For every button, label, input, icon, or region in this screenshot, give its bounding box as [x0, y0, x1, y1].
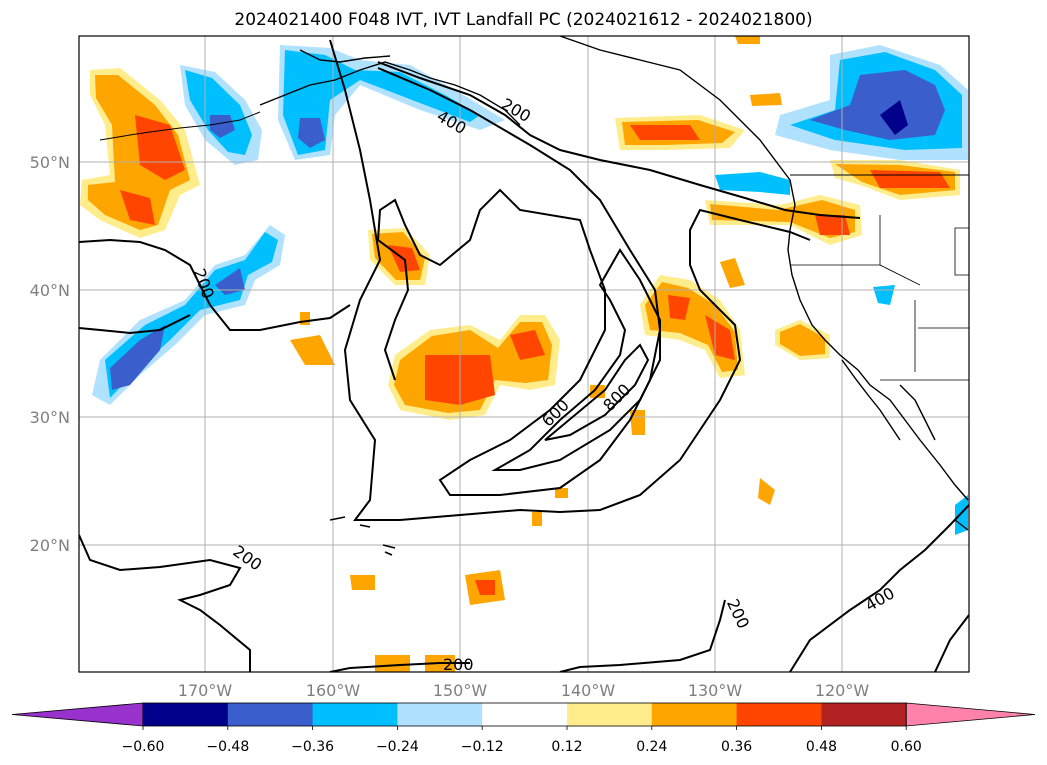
- graticule: [79, 36, 969, 672]
- colorbar-extend-right: [905, 702, 1036, 727]
- latitude-labels: 50°N 40°N 30°N 20°N: [30, 153, 70, 555]
- contour-label: 600: [538, 395, 573, 430]
- colorbar-tick-label: −0.24: [376, 739, 419, 755]
- contour-800: [544, 343, 650, 441]
- lon-label-150w: 150°W: [433, 681, 488, 700]
- colorbar-tick-label: −0.36: [291, 739, 334, 755]
- colorbar-segment: [143, 703, 229, 726]
- longitude-labels: 170°W 160°W 150°W 140°W 130°W 120°W: [178, 681, 870, 700]
- lat-label-50n: 50°N: [30, 153, 70, 172]
- colorbar-segment: [227, 703, 314, 726]
- colorbar-tick-label: 0.24: [636, 739, 667, 755]
- hawaii: [329, 516, 396, 556]
- aleutian-islands: [99, 111, 261, 141]
- colorbar-segment: [397, 703, 483, 726]
- coastlines: [99, 36, 969, 556]
- map-area: 200 400 200 600 800 200 200 400 200: [79, 36, 969, 674]
- map-frame: [78, 35, 970, 673]
- contour-label: 200: [443, 655, 474, 674]
- colorbar-tick-label: −0.12: [461, 739, 504, 755]
- colorbar-tick-label: 0.60: [891, 739, 922, 755]
- lon-label-170w: 170°W: [178, 681, 233, 700]
- positive-pc-shading: [80, 36, 960, 672]
- north-america-coast: [787, 229, 969, 501]
- contour-200-south: [79, 504, 969, 672]
- colorbar: −0.60 −0.48 −0.36 −0.24 −0.12 0.12 0.24 0.36 0.4…: [11, 702, 1036, 755]
- colorbar-outline: [142, 702, 907, 727]
- lon-label-140w: 140°W: [561, 681, 616, 700]
- lat-label-20n: 20°N: [30, 536, 70, 555]
- colorbar-segment: [821, 703, 907, 726]
- colorbar-tick-label: −0.60: [122, 739, 165, 755]
- mexico-coast-south: [954, 519, 969, 531]
- contour-label: 200: [723, 596, 753, 632]
- alaska-coast: [259, 36, 796, 231]
- lon-label-160w: 160°W: [306, 681, 361, 700]
- neg-region-aleutian-west-core: [185, 70, 252, 155]
- contour-200-outer: [329, 39, 861, 521]
- lat-label-40n: 40°N: [30, 281, 70, 300]
- colorbar-segment: [312, 703, 398, 726]
- contour-label: 200: [229, 541, 265, 574]
- ivt-contours: [79, 39, 969, 672]
- contour-400: [376, 67, 662, 496]
- lon-label-120w: 120°W: [815, 681, 870, 700]
- contour-200-north: [79, 238, 351, 335]
- colorbar-segment: [651, 703, 738, 726]
- colorbar-segment: [482, 703, 568, 726]
- colorbar-tick-label: 0.48: [806, 739, 837, 755]
- lon-label-130w: 130°W: [688, 681, 743, 700]
- colorbar-tick-label: −0.48: [206, 739, 249, 755]
- lat-label-30n: 30°N: [30, 408, 70, 427]
- baja: [841, 359, 901, 441]
- colorbar-segment: [567, 703, 653, 726]
- gulf-of-california: [899, 384, 936, 441]
- colorbar-segment: [736, 703, 822, 726]
- contour-600: [491, 248, 661, 471]
- contour-label: 400: [862, 583, 898, 615]
- map-title: 2024021400 F048 IVT, IVT Landfall PC (20…: [234, 10, 813, 30]
- colorbar-tick-label: 0.12: [551, 739, 582, 755]
- colorbar-tick-label: 0.36: [721, 739, 752, 755]
- state-borders: [790, 215, 969, 381]
- colorbar-extend-left: [11, 702, 144, 727]
